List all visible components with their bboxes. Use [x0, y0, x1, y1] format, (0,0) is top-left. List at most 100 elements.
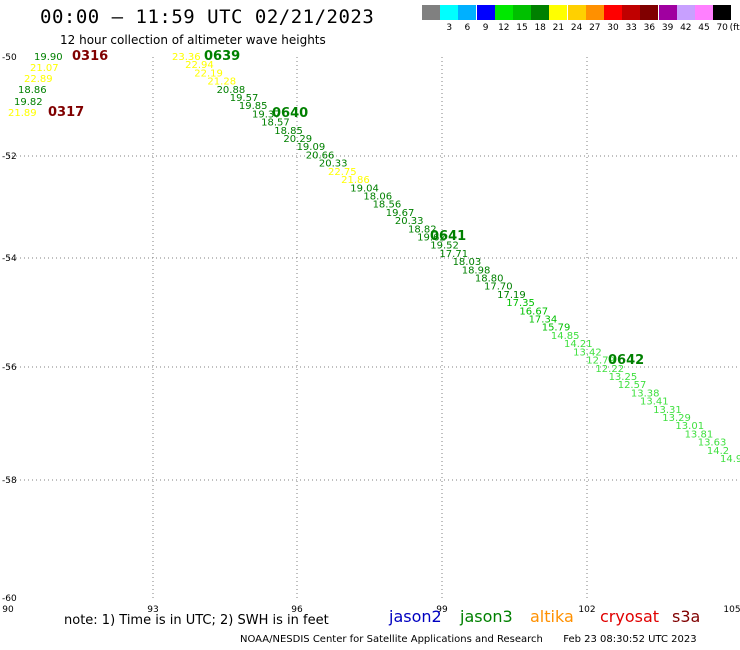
legend-swatch [458, 5, 477, 20]
wave-height-label: 19.90 [34, 52, 63, 63]
wave-height-label: 17.19 [497, 290, 526, 301]
note-text: note: 1) Time is in UTC; 2) SWH is in fe… [64, 613, 329, 628]
wave-height-label: 18.56 [373, 200, 402, 211]
pass-label: 0639 [204, 49, 240, 64]
wave-height-label: 12.22 [595, 364, 624, 375]
generated-timestamp: Feb 23 08:30:52 UTC 2023 [563, 634, 697, 645]
wave-height-label: 13.81 [685, 429, 714, 440]
legend-swatch [531, 5, 550, 20]
wave-height-label: 20.29 [283, 134, 312, 145]
legend-label: 15 [516, 23, 528, 33]
wave-height-label: 17.35 [506, 298, 535, 309]
legend-label: 18 [534, 23, 546, 33]
pass-label: 0316 [72, 49, 108, 64]
legend-swatch [549, 5, 568, 20]
wave-height-label: 14.9 [720, 454, 740, 465]
legend-swatch [476, 5, 495, 20]
lat-tick-label: -50 [2, 53, 17, 63]
legend-unit: (ft) [729, 23, 740, 33]
wave-height-label: 13.29 [662, 413, 691, 424]
wave-height-label: 19.85 [239, 101, 268, 112]
lon-tick-label: 99 [436, 605, 448, 615]
wave-height-label: 18.57 [261, 118, 290, 129]
wave-height-label: 18.03 [453, 257, 482, 268]
wave-height-label: 19.82 [14, 97, 43, 108]
wave-height-label: 19.09 [297, 142, 326, 153]
legend-label: 33 [625, 23, 637, 33]
legend-label: 3 [446, 23, 453, 33]
pass-label: 0317 [48, 105, 84, 120]
wave-height-label: 13.01 [675, 421, 704, 432]
wave-height-label: 18.06 [363, 191, 392, 202]
map-title: 00:00 – 11:59 UTC 02/21/2023 [40, 6, 375, 28]
legend-swatch [604, 5, 622, 20]
wave-height-label: 20.88 [217, 85, 246, 96]
legend-label: 9 [482, 23, 489, 33]
wave-height-label: 20.33 [395, 216, 424, 227]
wave-height-label: 12.79 [586, 356, 615, 367]
wave-height-label: 21.07 [30, 63, 59, 74]
wave-height-label: 14.2 [707, 446, 729, 457]
satellite-name: jason3 [460, 607, 513, 626]
wave-height-label: 21.28 [207, 77, 236, 88]
wave-height-label: 14.85 [551, 331, 580, 342]
satellite-name: cryosat [600, 607, 660, 626]
wave-height-label: 17.71 [439, 249, 468, 260]
wave-height-label: 20.33 [319, 159, 348, 170]
pass-label: 0641 [430, 229, 466, 244]
credit-text: NOAA/NESDIS Center for Satellite Applica… [240, 634, 543, 645]
pass-labels: 0316 0317 0639 0640 0641 0642 [48, 49, 644, 368]
pass-label: 0640 [272, 106, 308, 121]
legend-swatch [676, 5, 695, 20]
satellite-name: altika [530, 607, 574, 626]
wave-height-label: 20.66 [306, 150, 335, 161]
legend-label: 42 [680, 23, 692, 33]
wave-height-label: 22.89 [24, 74, 53, 85]
lat-tick-label: -58 [2, 476, 17, 486]
wave-height-label: 19.37 [252, 109, 281, 120]
legend-swatch [494, 5, 513, 20]
legend-swatch [422, 5, 440, 20]
wave-height-label: 21.86 [341, 175, 370, 186]
wave-height-label: 17.70 [484, 282, 513, 293]
wave-height-label: 19.67 [386, 208, 415, 219]
wave-height-label: 13.42 [573, 347, 602, 358]
satellite-name: s3a [672, 607, 701, 626]
lon-tick-label: 93 [147, 605, 158, 615]
wave-height-label: 17.34 [529, 315, 558, 326]
lat-tick-label: -60 [2, 594, 17, 604]
map-grid [8, 57, 740, 598]
wave-height-label: 18.85 [274, 126, 303, 137]
legend-label: 70 [716, 23, 728, 33]
legend-label: 21 [552, 23, 565, 33]
lat-tick-label: -52 [2, 152, 17, 162]
wave-height-label: 13.41 [640, 397, 669, 408]
legend-swatch [695, 5, 713, 20]
legend-swatch [622, 5, 641, 20]
wave-height-label: 16.67 [519, 306, 548, 317]
axis-tick-labels: 90 93 96 99 102 105 -50 -52 -54 -56 -58 -60 [2, 53, 740, 615]
lon-tick-label: 96 [291, 605, 303, 615]
legend-label: 39 [661, 23, 674, 33]
wave-height-label: 22.94 [185, 60, 214, 71]
lon-tick-label: 102 [578, 605, 595, 615]
map-subtitle: 12 hour collection of altimeter wave hei… [60, 33, 326, 47]
lon-tick-label: 105 [723, 605, 740, 615]
wave-height-label: 19.52 [430, 241, 459, 252]
legend-label: 36 [643, 23, 656, 33]
wave-height-label: 18.86 [18, 85, 47, 96]
wave-height-label: 19.57 [230, 93, 259, 104]
satellite-name: jason2 [389, 607, 442, 626]
wave-height-label: 13.38 [631, 388, 660, 399]
legend-label: 12 [498, 23, 510, 33]
pass-label: 0642 [608, 353, 644, 368]
legend-swatch [658, 5, 677, 20]
legend-label: 30 [607, 23, 619, 33]
legend-swatch [713, 5, 732, 20]
legend-swatch [513, 5, 531, 20]
lon-tick-label: 90 [2, 605, 14, 615]
legend-swatch [567, 5, 586, 20]
lat-tick-label: -54 [2, 254, 17, 264]
